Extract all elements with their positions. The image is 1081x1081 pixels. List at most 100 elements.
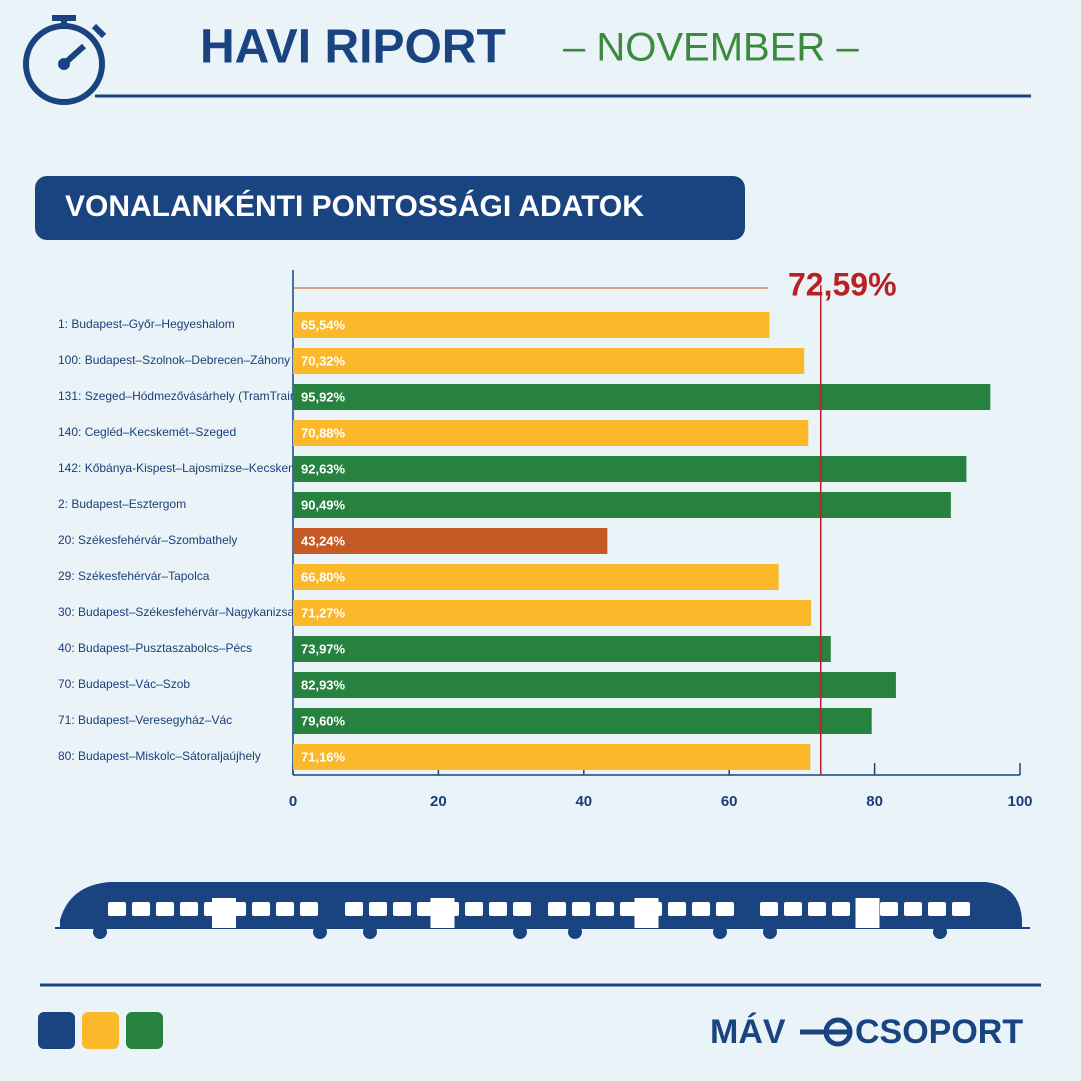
train-window — [180, 902, 198, 916]
train-window — [252, 902, 270, 916]
category-label: 131: Szeged–Hódmezővásárhely (TramTrain) — [58, 389, 301, 403]
train-window — [596, 902, 614, 916]
train-window — [108, 902, 126, 916]
train-window — [668, 902, 686, 916]
train-wheel — [713, 925, 727, 939]
logo-mark — [800, 1017, 853, 1047]
bar — [293, 528, 608, 554]
bar — [293, 600, 812, 626]
value-label: 70,32% — [301, 353, 346, 368]
reference-label: 72,59% — [788, 266, 897, 302]
category-label: 2: Budapest–Esztergom — [58, 497, 186, 511]
train-window — [132, 902, 150, 916]
bar — [293, 636, 831, 662]
value-label: 82,93% — [301, 677, 346, 692]
category-label: 70: Budapest–Vác–Szob — [58, 677, 190, 691]
value-label: 43,24% — [301, 533, 346, 548]
train-window — [465, 902, 483, 916]
x-tick-label: 40 — [575, 793, 592, 810]
header-title: HAVI RIPORT — [200, 21, 506, 74]
train-window — [928, 902, 946, 916]
train-window — [513, 902, 531, 916]
train-window — [880, 902, 898, 916]
header-subtitle: – NOVEMBER – — [563, 26, 859, 70]
bar — [293, 564, 779, 590]
chart-title: VONALANKÉNTI PONTOSSÁGI ADATOK — [65, 189, 644, 223]
x-tick-label: 80 — [866, 793, 883, 810]
x-tick-label: 100 — [1007, 793, 1032, 810]
chart: 0 20 40 60 80 100 1: Budapest–Győr–Hegyeshalom… — [58, 266, 1033, 810]
train-wheel — [763, 925, 777, 939]
value-label: 70,88% — [301, 425, 346, 440]
train-door — [855, 898, 880, 928]
x-tick-label: 20 — [430, 793, 447, 810]
stopwatch-center — [58, 58, 70, 70]
category-label: 142: Kőbánya-Kispest–Lajosmizse–Kecskemé… — [58, 461, 309, 475]
train-wheel — [93, 925, 107, 939]
x-tick-label: 60 — [721, 793, 738, 810]
category-label: 40: Budapest–Pusztaszabolcs–Pécs — [58, 641, 252, 655]
train-window — [832, 902, 850, 916]
bar — [293, 456, 967, 482]
train-window — [572, 902, 590, 916]
train-window — [345, 902, 363, 916]
train-window — [393, 902, 411, 916]
bar — [293, 672, 896, 698]
train-wheel — [513, 925, 527, 939]
train-window — [952, 902, 970, 916]
train-window — [904, 902, 922, 916]
value-label: 71,27% — [301, 605, 346, 620]
bar — [293, 312, 770, 338]
train-window — [760, 902, 778, 916]
bar — [293, 744, 811, 770]
x-tick-label: 0 — [289, 793, 297, 810]
train-wheel — [933, 925, 947, 939]
train-door — [634, 898, 659, 928]
category-label: 1: Budapest–Győr–Hegyeshalom — [58, 317, 235, 331]
train-window — [156, 902, 174, 916]
category-label: 30: Budapest–Székesfehérvár–Nagykanizsa — [58, 605, 294, 619]
category-label: 140: Cegléd–Kecskemét–Szeged — [58, 425, 236, 439]
train-window — [692, 902, 710, 916]
value-label: 95,92% — [301, 389, 346, 404]
train-window — [548, 902, 566, 916]
category-label: 29: Székesfehérvár–Tapolca — [58, 569, 210, 583]
train-illustration — [55, 882, 1030, 939]
category-label: 100: Budapest–Szolnok–Debrecen–Záhony — [58, 353, 290, 367]
train-window — [808, 902, 826, 916]
train-window — [784, 902, 802, 916]
bar — [293, 348, 805, 374]
value-label: 65,54% — [301, 317, 346, 332]
train-window — [369, 902, 387, 916]
value-label: 66,80% — [301, 569, 346, 584]
icon-bus — [82, 1012, 119, 1049]
train-door — [430, 898, 455, 928]
category-label: 20: Székesfehérvár–Szombathely — [58, 533, 237, 547]
bar — [293, 384, 991, 410]
train-wheel — [568, 925, 582, 939]
value-label: 90,49% — [301, 497, 346, 512]
banner — [35, 176, 745, 240]
category-label: 80: Budapest–Miskolc–Sátoraljaújhely — [58, 749, 261, 763]
train-window — [489, 902, 507, 916]
train-window — [620, 902, 638, 916]
value-label: 71,16% — [301, 749, 346, 764]
train-window — [300, 902, 318, 916]
value-label: 73,97% — [301, 641, 346, 656]
icon-tram — [126, 1012, 163, 1049]
category-label: 71: Budapest–Veresegyház–Vác — [58, 713, 232, 727]
train-window — [716, 902, 734, 916]
train-window — [276, 902, 294, 916]
train-wheel — [313, 925, 327, 939]
bar — [293, 420, 809, 446]
icon-train — [38, 1012, 75, 1049]
bar — [293, 492, 951, 518]
value-label: 92,63% — [301, 461, 346, 476]
train-door — [212, 898, 236, 928]
bar — [293, 708, 872, 734]
logo-left: MÁV — [710, 1013, 786, 1051]
train-wheel — [363, 925, 377, 939]
logo-right: CSOPORT — [855, 1013, 1023, 1051]
value-label: 79,60% — [301, 713, 346, 728]
